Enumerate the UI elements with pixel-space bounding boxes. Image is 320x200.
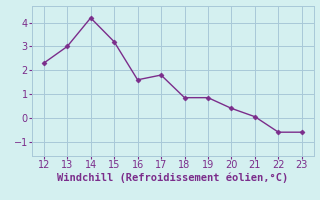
X-axis label: Windchill (Refroidissement éolien,°C): Windchill (Refroidissement éolien,°C)	[57, 173, 288, 183]
